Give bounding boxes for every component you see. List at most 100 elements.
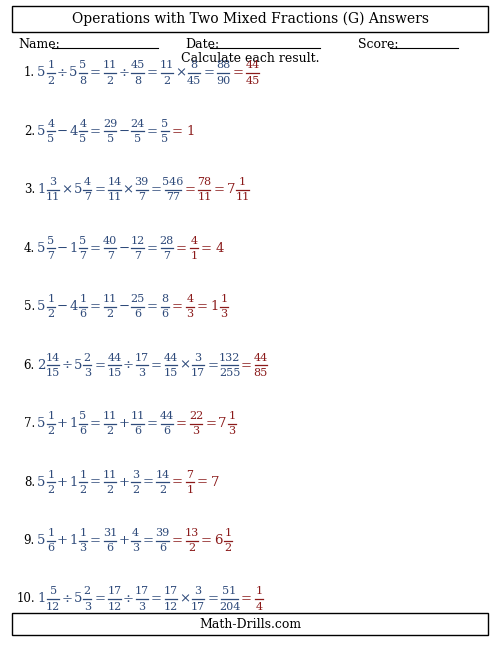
Text: ÷: ÷	[57, 67, 68, 80]
FancyBboxPatch shape	[12, 6, 488, 32]
Text: 13: 13	[184, 528, 199, 538]
Text: =: =	[90, 67, 101, 80]
Text: =: =	[172, 476, 182, 488]
Text: 2: 2	[159, 485, 166, 494]
Text: 15: 15	[108, 367, 122, 378]
Text: 15: 15	[164, 367, 178, 378]
Text: +: +	[118, 534, 130, 547]
Text: 1: 1	[228, 411, 235, 421]
Text: −: −	[57, 125, 68, 138]
Text: 8: 8	[80, 76, 86, 85]
Text: 4: 4	[186, 294, 194, 304]
Text: 3: 3	[84, 367, 91, 378]
Text: 6: 6	[134, 426, 141, 436]
Text: Date:: Date:	[185, 38, 219, 50]
Text: 11: 11	[108, 192, 122, 203]
Text: 5: 5	[38, 417, 46, 430]
Text: =: =	[172, 300, 182, 313]
Text: 11: 11	[197, 192, 212, 203]
Text: 39: 39	[156, 528, 170, 538]
Text: 5: 5	[50, 586, 56, 597]
Text: 7.: 7.	[24, 417, 35, 430]
Text: 44: 44	[108, 353, 122, 363]
Text: 1: 1	[48, 294, 54, 304]
Text: 1: 1	[48, 528, 54, 538]
Text: 5: 5	[38, 300, 46, 313]
Text: ×: ×	[179, 358, 190, 372]
Text: 17: 17	[191, 367, 205, 378]
Text: 7: 7	[211, 476, 220, 488]
Text: 44: 44	[254, 353, 268, 363]
Text: −: −	[118, 300, 130, 313]
Text: ÷: ÷	[61, 358, 72, 372]
Text: =: =	[203, 67, 214, 80]
Text: 3: 3	[194, 353, 202, 363]
Text: 31: 31	[103, 528, 118, 538]
Text: 4: 4	[215, 242, 224, 255]
Text: =: =	[146, 125, 158, 138]
Text: 88: 88	[216, 61, 230, 71]
Text: 1: 1	[48, 470, 54, 479]
Text: 17: 17	[108, 586, 122, 597]
Text: Calculate each result.: Calculate each result.	[181, 52, 320, 65]
Text: 1: 1	[255, 586, 262, 597]
Text: 3.: 3.	[24, 183, 35, 197]
Text: 3: 3	[138, 367, 145, 378]
Text: 5: 5	[38, 242, 46, 255]
Text: 17: 17	[164, 586, 178, 597]
Text: =: =	[232, 67, 243, 80]
Text: +: +	[118, 417, 130, 430]
Text: =: =	[151, 358, 162, 372]
Text: 40: 40	[103, 236, 118, 246]
Text: 11: 11	[130, 411, 144, 421]
Text: 4: 4	[80, 119, 86, 129]
Text: 2: 2	[48, 309, 54, 319]
Text: 1: 1	[38, 593, 46, 606]
Text: 5: 5	[80, 411, 86, 421]
Text: 15: 15	[46, 367, 60, 378]
Text: 5: 5	[48, 236, 54, 246]
Text: 6: 6	[163, 426, 170, 436]
Text: 44: 44	[164, 353, 178, 363]
Text: 22: 22	[189, 411, 203, 421]
Text: 7: 7	[106, 251, 114, 261]
Text: 2: 2	[106, 76, 114, 85]
Text: 132: 132	[219, 353, 240, 363]
Text: 5: 5	[38, 476, 46, 488]
Text: ×: ×	[179, 593, 190, 606]
Text: =: =	[94, 593, 106, 606]
Text: 5.: 5.	[24, 300, 35, 313]
Text: 7: 7	[186, 470, 194, 479]
Text: 7: 7	[164, 251, 170, 261]
Text: =: =	[184, 183, 195, 197]
Text: 2: 2	[106, 485, 114, 494]
Text: ÷: ÷	[122, 358, 134, 372]
Text: −: −	[57, 300, 68, 313]
Text: 1: 1	[224, 528, 232, 538]
Text: =: =	[240, 593, 252, 606]
Text: 45: 45	[130, 61, 144, 71]
Text: 4.: 4.	[24, 242, 35, 255]
Text: =: =	[176, 417, 187, 430]
Text: 44: 44	[246, 61, 260, 71]
Text: =: =	[94, 183, 106, 197]
Text: −: −	[118, 125, 130, 138]
Text: 5: 5	[48, 134, 54, 144]
Text: 24: 24	[130, 119, 144, 129]
Text: 2: 2	[163, 76, 170, 85]
Text: 17: 17	[134, 353, 148, 363]
Text: 6: 6	[161, 309, 168, 319]
Text: 2: 2	[84, 586, 91, 597]
Text: 2: 2	[48, 76, 54, 85]
Text: =: =	[201, 242, 212, 255]
Text: 204: 204	[219, 602, 240, 611]
Text: 1: 1	[186, 485, 194, 494]
Text: −: −	[57, 242, 68, 255]
Text: =: =	[176, 242, 187, 255]
Text: 5: 5	[134, 134, 141, 144]
Text: ×: ×	[61, 183, 72, 197]
Text: 2: 2	[80, 485, 86, 494]
Text: 8.: 8.	[24, 476, 35, 488]
Text: ÷: ÷	[122, 593, 134, 606]
Text: 3: 3	[194, 586, 202, 597]
